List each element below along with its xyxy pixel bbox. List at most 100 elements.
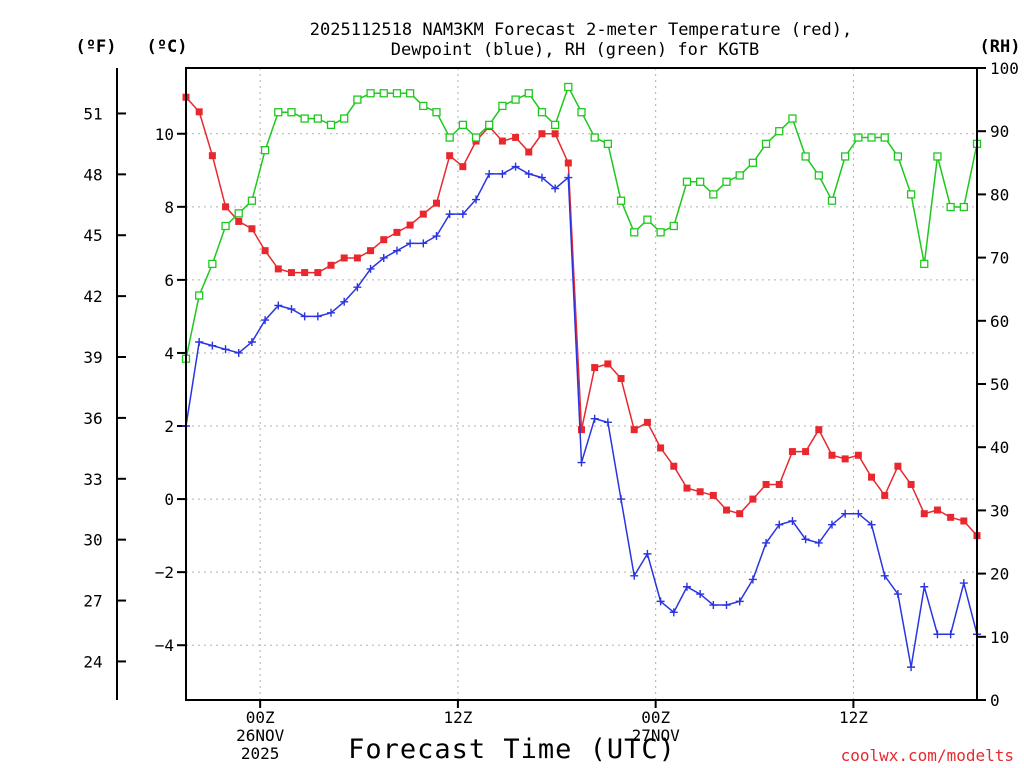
series-2-point-38 — [682, 177, 692, 186]
celsius-axis: −4 −2 0 2 4 6 8 10 — [155, 125, 186, 655]
rh-axis: 0 10 20 30 40 50 60 70 80 90 100 — [977, 59, 1019, 710]
series-0-point-58 — [947, 513, 955, 521]
series-2-point-36 — [656, 228, 665, 237]
series-2-point-14 — [366, 89, 375, 98]
series-2-point-29 — [564, 82, 573, 92]
rh-tick-label-60: 60 — [990, 312, 1009, 331]
series-2-point-41 — [722, 177, 731, 186]
series-0-point-11 — [327, 261, 335, 269]
series-0-point-37 — [670, 462, 678, 470]
series-0-point-48 — [815, 426, 823, 434]
series-1-point-13 — [353, 283, 362, 292]
series-1-point-14 — [366, 264, 375, 273]
series-1-point-22 — [472, 195, 481, 204]
series-0-point-40 — [709, 491, 717, 499]
series-1-point-6 — [261, 316, 270, 325]
fahrenheit-tick-label-30: 30 — [83, 531, 102, 550]
series-0-point-59 — [960, 517, 968, 525]
series-0-point-39 — [696, 488, 704, 496]
series-2-point-10 — [313, 114, 322, 123]
series-1-point-3 — [221, 345, 230, 354]
series-1-point-29 — [564, 173, 573, 182]
series-1-point-23 — [485, 169, 494, 178]
series-1-point-51 — [854, 509, 863, 518]
series-2-point-56 — [920, 259, 929, 269]
series-1-point-37 — [669, 608, 678, 617]
series-2-point-39 — [696, 177, 705, 186]
series-0-point-24 — [498, 137, 506, 145]
series-0-point-49 — [828, 451, 836, 459]
series-0-point-4 — [235, 217, 243, 225]
celsius-axis-label: (ºC) — [147, 37, 188, 57]
series-2-point-47 — [801, 152, 810, 161]
celsius-tick-label-0: 0 — [164, 490, 174, 509]
series-2-point-43 — [748, 158, 758, 167]
series-1-point-18 — [419, 239, 428, 248]
rh-tick-label-30: 30 — [990, 501, 1009, 520]
rh-tick-label-20: 20 — [990, 565, 1009, 584]
series-1-point-39 — [696, 590, 705, 599]
rh-tick-label-10: 10 — [990, 628, 1009, 647]
series-2-point-19 — [432, 108, 441, 117]
series-2-point-33 — [616, 196, 626, 205]
series-2 — [181, 82, 982, 363]
series-0-point-56 — [920, 510, 928, 518]
time-tick-label-12-0: 12Z — [443, 708, 472, 727]
fahrenheit-axis-label: (ºF) — [76, 37, 117, 57]
series-0-point-36 — [657, 444, 665, 452]
series-0-point-17 — [406, 221, 414, 229]
celsius-tick-label-10: 10 — [155, 125, 174, 144]
time-tick-label-0-1: 26NOV — [236, 726, 285, 745]
series-layer — [181, 82, 982, 672]
series-1-point-1 — [195, 337, 204, 346]
series-2-point-30 — [577, 108, 586, 117]
series-0-point-9 — [301, 269, 309, 277]
series-2-point-50 — [841, 152, 850, 161]
series-2-point-16 — [392, 89, 402, 98]
series-2-point-6 — [260, 146, 270, 155]
series-2-point-28 — [550, 120, 560, 130]
fahrenheit-tick-label-33: 33 — [83, 470, 102, 489]
series-1-point-42 — [735, 597, 744, 606]
series-1-point-53 — [880, 571, 889, 580]
series-2-point-31 — [590, 133, 599, 142]
series-0-point-3 — [222, 203, 230, 211]
series-2-point-45 — [775, 127, 784, 136]
rh-tick-label-50: 50 — [990, 375, 1009, 394]
series-1-point-56 — [920, 582, 929, 591]
series-0-point-25 — [512, 133, 520, 141]
series-0-point-42 — [736, 510, 744, 518]
series-0-point-50 — [841, 455, 849, 463]
series-0-point-8 — [287, 269, 295, 277]
series-0-point-54 — [894, 462, 902, 470]
fahrenheit-tick-label-24: 24 — [83, 652, 102, 671]
series-1-point-55 — [907, 663, 916, 672]
series-2-point-12 — [340, 114, 349, 123]
series-0-point-26 — [525, 148, 533, 156]
series-0-point-5 — [248, 225, 256, 233]
series-2-point-15 — [379, 89, 388, 98]
series-2-point-32 — [603, 139, 613, 148]
rh-tick-label-80: 80 — [990, 185, 1009, 204]
series-2-point-49 — [827, 196, 837, 205]
series-1-point-46 — [788, 516, 797, 525]
series-2-point-7 — [274, 108, 283, 117]
series-1-point-33 — [617, 495, 626, 504]
series-1-point-27 — [537, 173, 546, 182]
series-1-point-26 — [524, 169, 533, 178]
series-0-point-29 — [564, 159, 572, 167]
series-0-point-34 — [630, 426, 638, 434]
celsius-tick-label-4: 4 — [164, 344, 174, 363]
series-0-point-31 — [591, 364, 599, 372]
series-1-point-45 — [775, 520, 784, 529]
series-1-point-47 — [801, 535, 810, 544]
series-0-point-52 — [868, 473, 876, 481]
series-0-point-19 — [432, 199, 440, 207]
series-2-point-40 — [709, 190, 718, 199]
series-0-point-20 — [446, 152, 454, 160]
series-0-point-45 — [775, 480, 783, 488]
chart-title-line1: 2025112518 NAM3KM Forecast 2-meter Tempe… — [310, 20, 852, 40]
series-2-point-21 — [458, 120, 468, 130]
series-0-point-51 — [854, 451, 862, 459]
fahrenheit-axis: 24 27 30 33 36 39 42 45 48 51 — [83, 68, 126, 700]
